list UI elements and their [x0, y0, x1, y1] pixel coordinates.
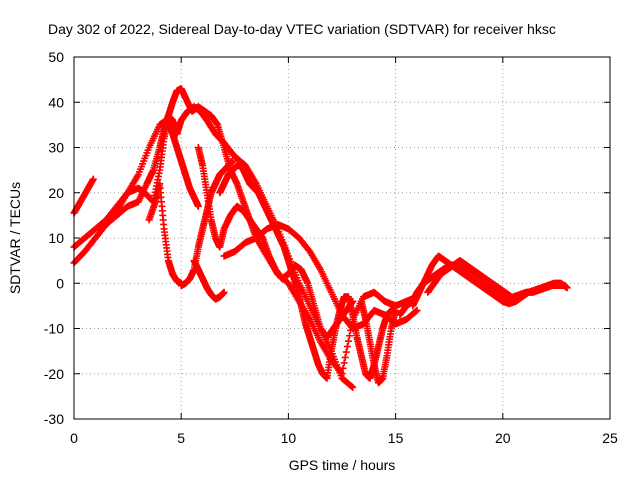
data-point: [343, 343, 351, 351]
data-point: [194, 202, 202, 210]
y-tick-label: -10: [44, 321, 64, 337]
data-point: [507, 293, 515, 301]
y-axis-label: SDTVAR / TECUs: [7, 182, 23, 294]
y-tick-label: 30: [48, 140, 64, 156]
x-axis-label: GPS time / hours: [289, 457, 396, 473]
data-point: [89, 175, 97, 183]
chart-title: Day 302 of 2022, Sidereal Day-to-day VTE…: [48, 21, 556, 37]
y-tick-label: 40: [48, 94, 64, 110]
x-tick-label: 0: [70, 430, 78, 446]
series-arc-8: [190, 257, 228, 303]
series-arc-3: [70, 85, 421, 378]
y-tick-label: 0: [56, 275, 64, 291]
x-tick-label: 20: [495, 430, 511, 446]
data-point: [349, 383, 357, 391]
data-point: [339, 364, 347, 372]
series-arc-11: [357, 297, 400, 387]
data-point: [392, 306, 400, 314]
series-arc-9: [216, 162, 400, 382]
axis-ticks: 0 5 10 15 20 25 -30 -20 -10 0 10 20 30 40 50: [44, 49, 618, 446]
x-tick-label: 10: [281, 430, 297, 446]
data-point: [341, 353, 349, 361]
y-tick-label: 20: [48, 185, 64, 201]
data-point: [220, 288, 228, 296]
x-tick-label: 25: [602, 430, 618, 446]
x-tick-label: 5: [177, 430, 185, 446]
x-tick-label: 15: [388, 430, 404, 446]
y-tick-label: -20: [44, 366, 64, 382]
data-point: [346, 332, 354, 340]
series-arc-14: [424, 257, 515, 301]
series-arc-10: [220, 220, 421, 332]
data-point: [229, 157, 237, 165]
data-point: [342, 348, 350, 356]
series-arc-4: [102, 103, 357, 391]
y-tick-label: -30: [44, 411, 64, 427]
data-point: [413, 306, 421, 314]
data-point: [348, 382, 356, 390]
data-point: [563, 284, 571, 292]
data-point: [340, 359, 348, 367]
data-point: [412, 307, 420, 315]
data-points: [70, 85, 571, 391]
y-tick-label: 50: [48, 49, 64, 65]
grid-lines: [74, 57, 610, 419]
y-tick-label: 10: [48, 230, 64, 246]
data-point: [344, 337, 352, 345]
